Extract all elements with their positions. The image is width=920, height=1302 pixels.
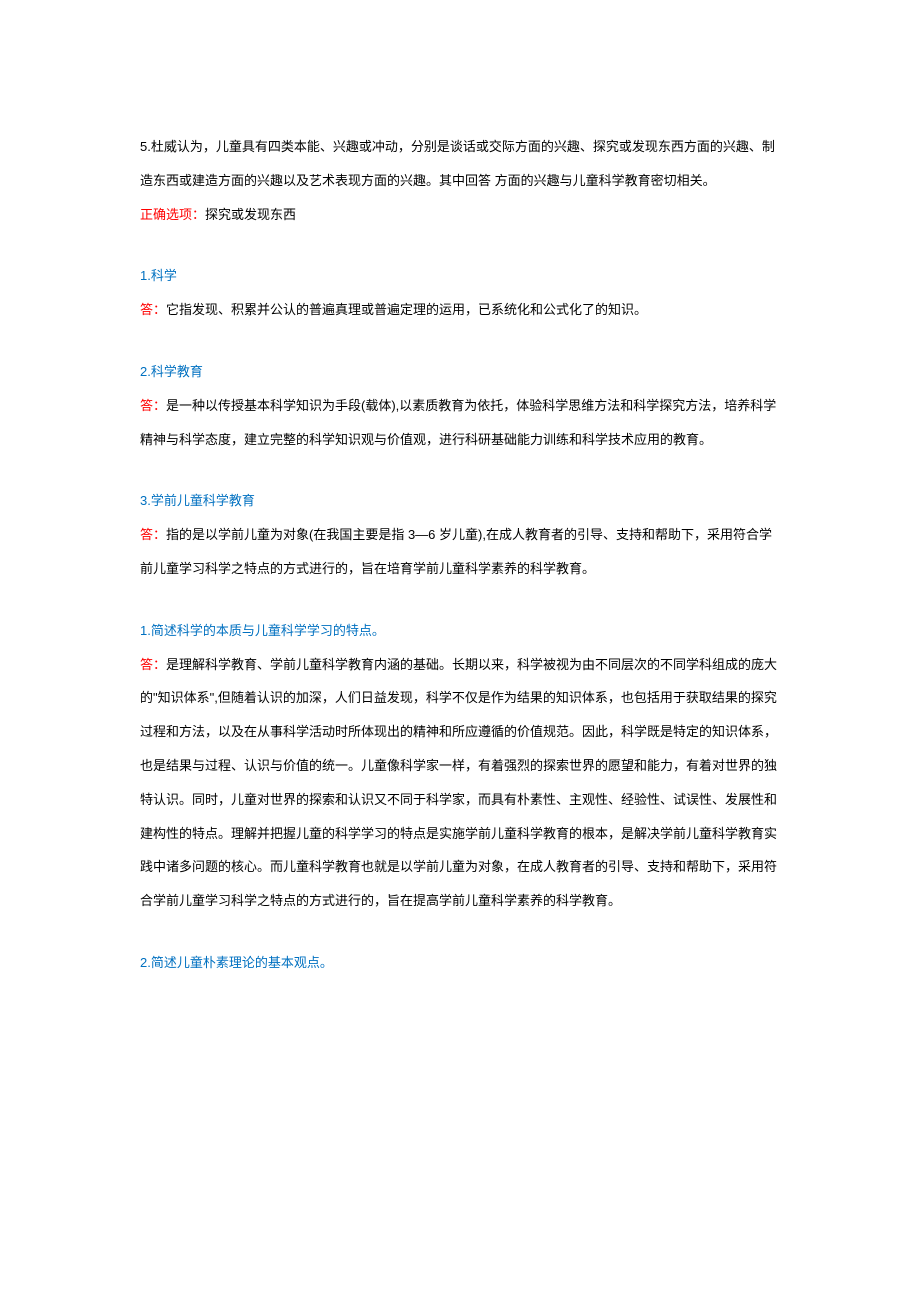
definition-3-answer-line: 答：指的是以学前儿童为对象(在我国主要是指 3—6 岁儿童),在成人教育者的引导… xyxy=(140,518,780,586)
definition-2-answer-line: 答：是一种以传授基本科学知识为手段(载体),以素质教育为依托，体验科学思维方法和… xyxy=(140,389,780,457)
essay-1-block: 1.简述科学的本质与儿童科学学习的特点。 答：是理解科学教育、学前儿童科学教育内… xyxy=(140,614,780,918)
definition-1-answer: 它指发现、积累并公认的普遍真理或普遍定理的运用，已系统化和公式化了的知识。 xyxy=(166,302,647,317)
definition-1-title: 1.科学 xyxy=(140,259,780,293)
essay-1-title: 1.简述科学的本质与儿童科学学习的特点。 xyxy=(140,614,780,648)
essay-1-answer-line: 答：是理解科学教育、学前儿童科学教育内涵的基础。长期以来，科学被视为由不同层次的… xyxy=(140,648,780,918)
definition-1-answer-line: 答：它指发现、积累并公认的普遍真理或普遍定理的运用，已系统化和公式化了的知识。 xyxy=(140,293,780,327)
question-5-answer-line: 正确选项：探究或发现东西 xyxy=(140,198,780,232)
answer-label: 答： xyxy=(140,527,166,542)
essay-2-block: 2.简述儿童朴素理论的基本观点。 xyxy=(140,946,780,980)
definition-2-title: 2.科学教育 xyxy=(140,355,780,389)
answer-label: 答： xyxy=(140,398,166,413)
correct-option-label: 正确选项： xyxy=(140,207,205,222)
question-5-block: 5.杜威认为，儿童具有四类本能、兴趣或冲动，分别是谈话或交际方面的兴趣、探究或发… xyxy=(140,130,780,231)
question-5-text: 5.杜威认为，儿童具有四类本能、兴趣或冲动，分别是谈话或交际方面的兴趣、探究或发… xyxy=(140,130,780,198)
question-5-answer: 探究或发现东西 xyxy=(205,207,296,222)
essay-1-answer: 是理解科学教育、学前儿童科学教育内涵的基础。长期以来，科学被视为由不同层次的不同… xyxy=(140,657,777,909)
answer-label: 答： xyxy=(140,657,166,672)
definition-3-block: 3.学前儿童科学教育 答：指的是以学前儿童为对象(在我国主要是指 3—6 岁儿童… xyxy=(140,484,780,585)
definition-1-block: 1.科学 答：它指发现、积累并公认的普遍真理或普遍定理的运用，已系统化和公式化了… xyxy=(140,259,780,327)
answer-label: 答： xyxy=(140,302,166,317)
definition-2-block: 2.科学教育 答：是一种以传授基本科学知识为手段(载体),以素质教育为依托，体验… xyxy=(140,355,780,456)
definition-2-answer: 是一种以传授基本科学知识为手段(载体),以素质教育为依托，体验科学思维方法和科学… xyxy=(140,398,776,447)
essay-2-title: 2.简述儿童朴素理论的基本观点。 xyxy=(140,946,780,980)
definition-3-answer: 指的是以学前儿童为对象(在我国主要是指 3—6 岁儿童),在成人教育者的引导、支… xyxy=(140,527,772,576)
definition-3-title: 3.学前儿童科学教育 xyxy=(140,484,780,518)
